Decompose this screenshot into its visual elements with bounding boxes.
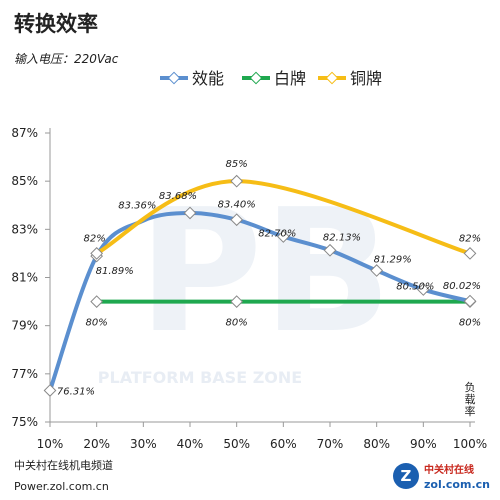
data-label: 82% <box>459 233 481 244</box>
logo-text-top: 中关村在线 <box>424 463 474 476</box>
legend-marker <box>325 71 339 85</box>
chart-title: 转换效率 <box>14 12 98 36</box>
data-label: 80% <box>459 318 481 329</box>
legend-label: 效能 <box>192 69 224 88</box>
x-tick-label: 100% <box>453 437 487 451</box>
data-label: 82.70% <box>258 229 296 240</box>
axes: 75% 77% 79% 81% 83% 85% 87% 10% 20% 30% 40% 50% 60% 7… <box>11 126 487 451</box>
legend-item: 白牌 <box>242 69 306 88</box>
legend-marker <box>249 71 263 85</box>
x-tick-label: 30% <box>130 437 157 451</box>
data-point <box>276 230 290 243</box>
data-label: 82% <box>84 233 106 244</box>
legend-marker <box>167 71 181 85</box>
legend-label: 白牌 <box>274 69 306 88</box>
x-axis-label: 负载率 <box>465 380 476 418</box>
y-tick-label: 85% <box>11 174 38 188</box>
data-point <box>230 295 244 308</box>
data-point <box>90 247 104 260</box>
data-label: 83.36% <box>118 201 156 212</box>
y-tick-label: 79% <box>11 319 38 333</box>
data-label: 83.68% <box>159 191 197 202</box>
data-labels: 80% 80% 80% 76.31% 81.89% 83.36%83.68% 83.40% 8… <box>57 159 481 397</box>
y-tick-label: 75% <box>11 415 38 429</box>
data-point <box>463 294 477 308</box>
watermark-text: PLATFORM BASE ZONE <box>98 368 302 387</box>
legend-item: 效能 <box>160 69 224 88</box>
footer-url: Power.zol.com.cn <box>14 480 109 493</box>
x-tick-label: 10% <box>37 437 64 451</box>
data-label: 82.13% <box>323 232 361 243</box>
y-tick-label: 87% <box>11 126 38 140</box>
data-point <box>43 384 57 397</box>
zol-logo: Z 中关村在线 zol.com.cn <box>393 463 490 491</box>
data-label: 80% <box>86 318 108 329</box>
data-label: 80.50% <box>396 282 434 293</box>
x-tick-label: 80% <box>363 437 390 451</box>
footer-channel: 中关村在线机电频道 <box>14 459 113 472</box>
data-point <box>90 295 104 308</box>
watermark-big: PB <box>138 173 392 371</box>
x-tick-label: 70% <box>317 437 344 451</box>
data-point <box>230 174 244 188</box>
legend-item: 铜牌 <box>318 69 382 88</box>
data-label: 85% <box>226 159 248 170</box>
data-label: 80.02% <box>443 281 481 292</box>
data-point <box>183 206 197 220</box>
y-tick-label: 83% <box>11 222 38 236</box>
data-point <box>230 213 244 227</box>
x-tick-label: 20% <box>83 437 110 451</box>
x-tick-label: 50% <box>223 437 250 451</box>
series <box>43 174 477 397</box>
data-point <box>463 247 477 260</box>
data-label: 83.40% <box>218 200 256 211</box>
x-tick-label: 90% <box>410 437 437 451</box>
x-tick-label: 60% <box>270 437 297 451</box>
x-tick-label: 40% <box>177 437 204 451</box>
chart-subtitle: 输入电压：220Vac <box>14 52 119 66</box>
data-label: 81.29% <box>374 255 412 266</box>
data-label: 81.89% <box>96 266 134 277</box>
data-point <box>370 264 384 277</box>
data-point <box>416 283 430 296</box>
legend-label: 铜牌 <box>350 69 382 88</box>
data-label: 76.31% <box>57 386 95 397</box>
data-point <box>323 243 337 257</box>
logo-text-bottom: zol.com.cn <box>424 478 490 491</box>
y-tick-label: 77% <box>11 367 38 381</box>
y-tick-label: 81% <box>11 271 38 285</box>
data-label: 80% <box>226 318 248 329</box>
legend: 效能 白牌 铜牌 <box>160 69 382 88</box>
logo-letter: Z <box>401 467 412 485</box>
